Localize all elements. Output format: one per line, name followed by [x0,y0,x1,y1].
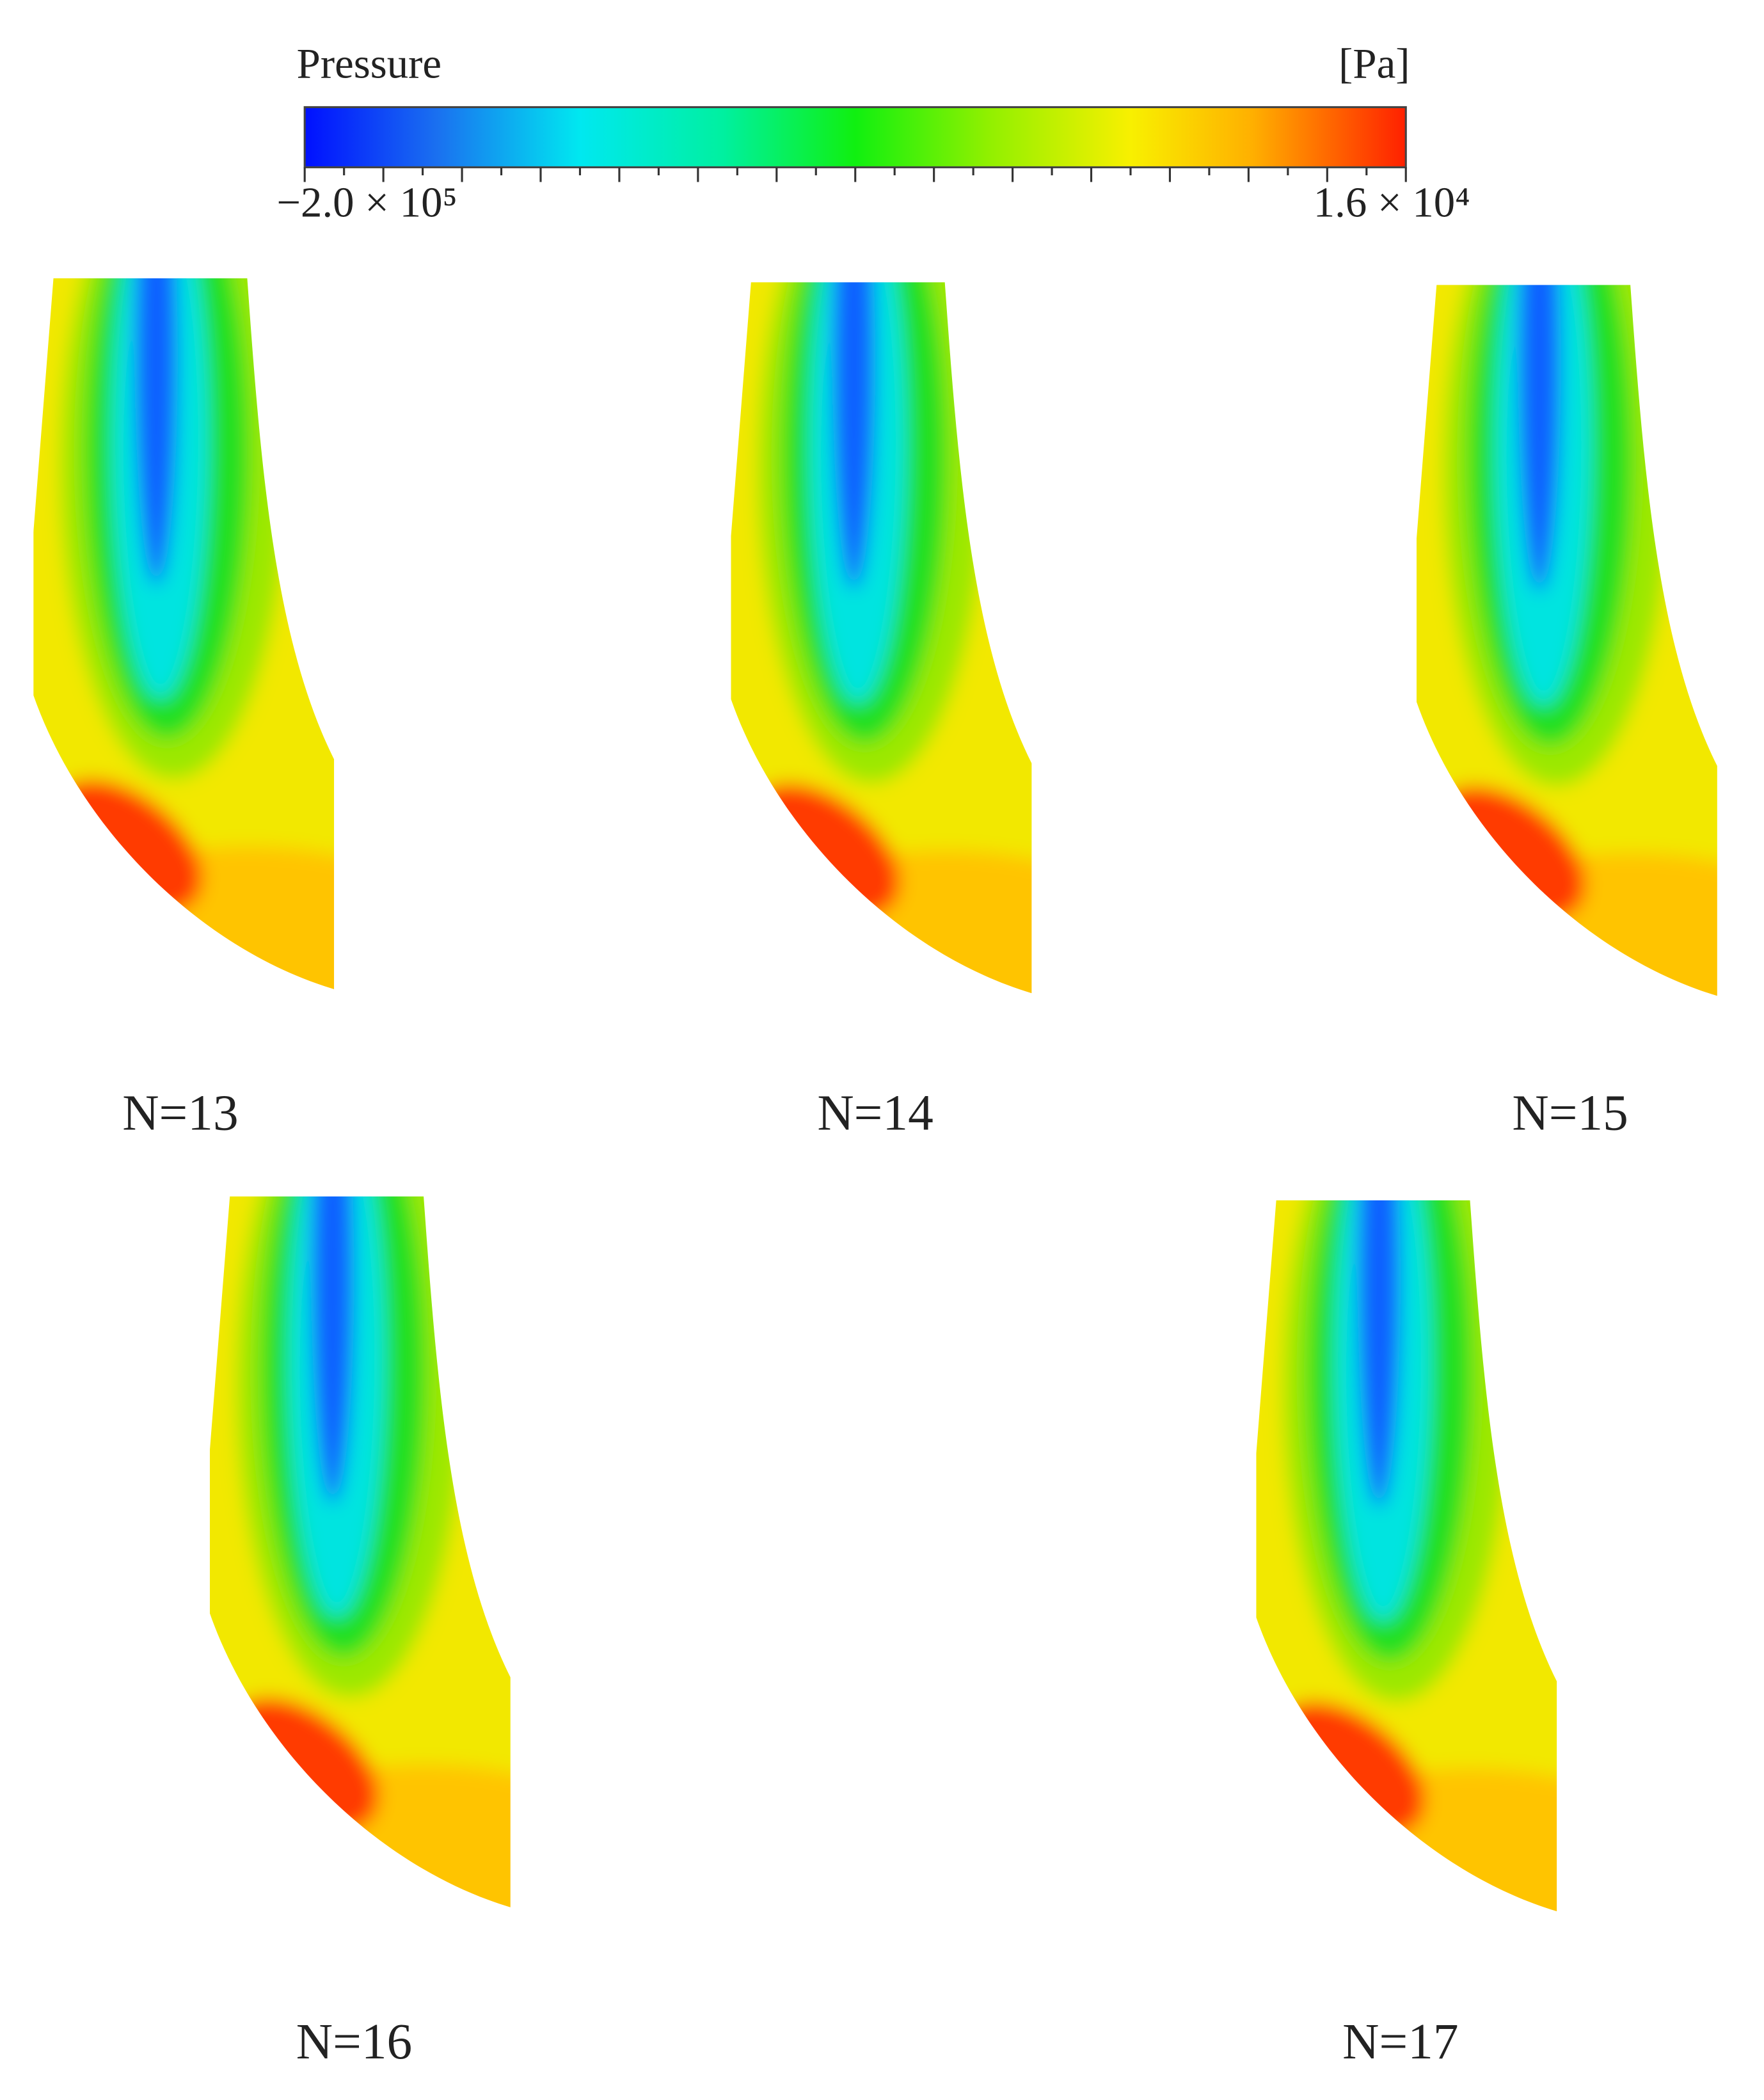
panel-label: N=14 [817,1085,933,1141]
contour-panel [1390,138,1764,1054]
colorbar-unit: [Pa] [1339,40,1410,88]
colorbar-min-label: −2.0 × 10⁵ [276,179,457,227]
panel-label: N=17 [1342,2014,1458,2070]
panel-label: N=15 [1512,1085,1628,1141]
contour-panel [6,131,461,1047]
colorbar-max-label: 1.6 × 10⁴ [1314,179,1470,227]
colorbar-title: Pressure [297,40,441,88]
contour-panel [704,135,1159,1051]
panel-label: N=16 [296,2014,412,2070]
colorbar-scale [303,106,1407,169]
colorbar: Pressure [Pa] −2.0 × 10⁵ 1.6 × 10⁴ [276,40,1470,227]
panel-label: N=13 [122,1085,238,1141]
contour-panel [1230,1053,1684,1969]
colorbar-ticks [303,167,1407,182]
contour-panel [183,1049,637,1965]
